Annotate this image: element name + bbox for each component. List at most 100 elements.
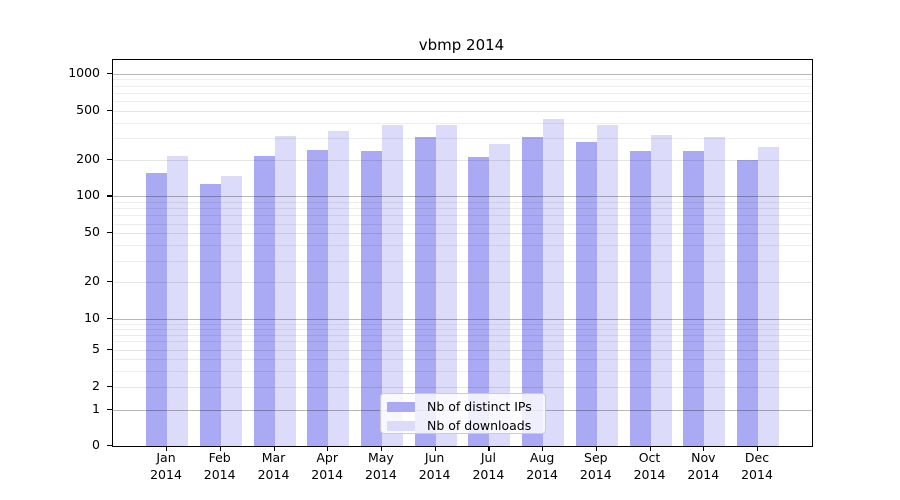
bar-distinct-ips-jul <box>468 157 490 446</box>
y-tick-mark-1000 <box>107 72 112 74</box>
plot-area <box>112 59 813 447</box>
x-tick-label-aug: Aug 2014 <box>526 450 558 482</box>
gridline-8 <box>113 328 812 330</box>
gridline-80 <box>113 208 812 210</box>
y-tick-label-20: 20 <box>84 273 100 289</box>
bar-downloads-jan <box>167 156 188 446</box>
gridline-1000 <box>113 73 812 75</box>
y-tick-label-5: 5 <box>92 340 100 356</box>
x-tick-label-apr: Apr 2014 <box>311 450 344 482</box>
gridline-100 <box>113 196 812 198</box>
gridline-90 <box>113 202 812 203</box>
bar-distinct-ips-mar <box>253 156 275 446</box>
gridline-3 <box>113 370 812 372</box>
bar-downloads-dec <box>758 147 779 446</box>
y-tick-mark-20 <box>107 281 112 283</box>
bar-distinct-ips-dec <box>737 159 758 446</box>
legend-label-distinct-ips: Nb of distinct IPs <box>427 399 532 414</box>
legend-item-downloads: Nb of downloads <box>387 418 537 433</box>
bar-downloads-sep <box>596 124 618 446</box>
legend: Nb of distinct IPs Nb of downloads <box>380 393 546 434</box>
x-tick-label-feb: Feb 2014 <box>203 450 236 482</box>
bar-distinct-ips-apr <box>307 149 329 446</box>
bar-distinct-ips-aug <box>522 137 544 446</box>
bar-downloads-jul <box>489 143 511 446</box>
gridline-70 <box>113 215 812 217</box>
gridline-7 <box>113 334 812 336</box>
y-tick-mark-10 <box>107 318 112 320</box>
gridline-500 <box>113 110 812 112</box>
gridline-10 <box>113 319 812 320</box>
y-tick-label-500: 500 <box>76 101 100 117</box>
y-tick-mark-50 <box>107 232 112 234</box>
gridline-20 <box>113 282 812 284</box>
y-tick-mark-100 <box>107 195 112 197</box>
x-tick-label-dec: Dec 2014 <box>741 450 773 482</box>
gridline-60 <box>113 223 812 225</box>
y-tick-label-1: 1 <box>92 401 100 416</box>
bar-downloads-oct <box>650 135 672 446</box>
legend-label-downloads: Nb of downloads <box>427 418 532 433</box>
x-tick-label-jul: Jul 2014 <box>472 450 505 482</box>
bar-downloads-jun <box>435 125 457 446</box>
bar-distinct-ips-may <box>360 151 382 446</box>
bar-distinct-ips-nov <box>683 151 705 446</box>
x-tick-mark-jun <box>434 446 436 451</box>
x-tick-mark-dec <box>757 446 759 451</box>
gridlines-layer <box>113 60 812 446</box>
y-tick-mark-5 <box>107 348 112 350</box>
gridline-4 <box>113 358 812 360</box>
x-tick-mark-aug <box>542 446 544 451</box>
x-tick-label-may: May 2014 <box>364 450 397 482</box>
legend-swatch-distinct-ips <box>387 401 415 412</box>
bar-downloads-feb <box>220 175 242 446</box>
bar-downloads-may <box>381 124 403 446</box>
y-tick-label-100: 100 <box>76 187 100 203</box>
x-tick-label-oct: Oct 2014 <box>633 450 666 482</box>
gridline-600 <box>113 101 812 102</box>
x-tick-label-sep: Sep 2014 <box>579 450 612 482</box>
x-tick-mark-may <box>380 446 383 451</box>
x-tick-mark-mar <box>273 446 275 451</box>
y-tick-label-2: 2 <box>92 378 100 394</box>
x-tick-mark-oct <box>649 446 651 451</box>
gridline-300 <box>113 137 812 139</box>
gridline-400 <box>113 122 812 124</box>
bars-layer <box>113 60 812 446</box>
gridline-900 <box>113 79 812 81</box>
x-tick-mark-sep <box>595 446 597 451</box>
bar-downloads-mar <box>274 136 296 446</box>
y-tick-label-1000: 1000 <box>68 64 100 80</box>
bar-distinct-ips-sep <box>575 141 597 446</box>
x-tick-label-mar: Mar 2014 <box>257 450 290 482</box>
y-tick-mark-500 <box>107 109 112 111</box>
gridline-50 <box>113 233 812 235</box>
gridline-2 <box>113 387 812 389</box>
bar-downloads-aug <box>543 118 565 446</box>
gridline-9 <box>113 323 812 325</box>
y-tick-mark-2 <box>107 386 112 388</box>
x-tick-mark-feb <box>219 446 221 451</box>
y-tick-mark-0 <box>107 445 112 447</box>
chart-title: vbmp 2014 <box>418 36 505 54</box>
x-tick-mark-nov <box>703 446 705 451</box>
gridline-5 <box>113 349 812 351</box>
gridline-6 <box>113 341 812 343</box>
x-tick-mark-apr <box>327 446 329 451</box>
x-tick-mark-jan <box>166 446 168 451</box>
y-tick-label-0: 0 <box>92 437 100 452</box>
bar-downloads-nov <box>704 137 726 446</box>
bar-distinct-ips-jan <box>146 173 167 446</box>
y-tick-label-10: 10 <box>84 310 100 325</box>
legend-item-distinct-ips: Nb of distinct IPs <box>387 399 537 414</box>
x-tick-label-nov: Nov 2014 <box>687 450 720 482</box>
gridline-200 <box>113 159 812 161</box>
gridline-30 <box>113 260 812 262</box>
x-tick-label-jun: Jun 2014 <box>418 450 451 482</box>
legend-swatch-downloads <box>387 420 415 431</box>
y-tick-mark-1 <box>107 409 112 411</box>
bar-distinct-ips-oct <box>629 150 651 446</box>
y-tick-label-200: 200 <box>76 150 100 166</box>
bar-downloads-apr <box>328 130 350 446</box>
